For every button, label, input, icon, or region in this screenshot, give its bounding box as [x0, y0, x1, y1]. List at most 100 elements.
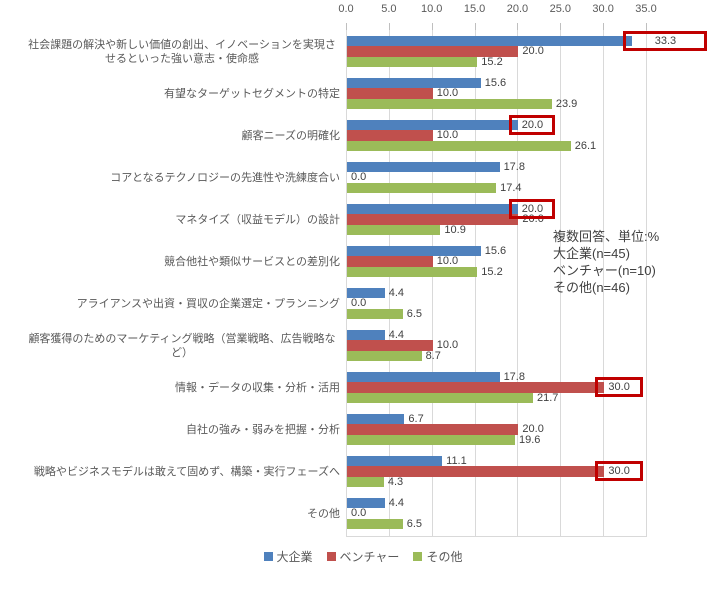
value-label: 10.9: [444, 223, 466, 236]
bar-ベンチャー: [347, 382, 605, 393]
value-label: 21.7: [537, 391, 559, 404]
value-label: 15.2: [481, 265, 503, 278]
value-label: 4.4: [388, 497, 404, 509]
axis-tick-label: 30.0: [592, 3, 614, 15]
value-label: 23.9: [555, 97, 578, 110]
value-label: 19.6: [519, 433, 541, 446]
axis-tick: [560, 23, 562, 30]
value-label: 15.2: [481, 55, 503, 68]
bar-その他: [347, 182, 497, 193]
bar-大企業: [347, 498, 385, 509]
value-label: 11.1: [446, 455, 467, 467]
bar-その他: [347, 476, 384, 487]
value-label: 0.0: [351, 297, 367, 310]
value-label: 10.0: [436, 87, 459, 100]
value-label: 8.7: [425, 349, 441, 362]
axis-tick: [646, 23, 647, 30]
chart-legend: 大企業 ベンチャー その他: [0, 548, 726, 565]
chart-annotation: 複数回答、単位:% 大企業(n=45) ベンチャー(n=10) その他(n=46): [553, 228, 659, 296]
category-label-text: その他: [307, 507, 340, 520]
value-label: 20.0: [522, 45, 544, 58]
category-label: その他: [24, 492, 340, 535]
bar-大企業: [347, 372, 500, 383]
axis-tick: [346, 23, 347, 30]
value-label: 15.6: [484, 245, 507, 257]
category-label: コアとなるテクノロジーの先進性や洗練度合い: [24, 156, 340, 199]
value-label: 20.0: [522, 423, 544, 436]
category-label: 自社の強み・弱みを把握・分析: [24, 408, 340, 451]
legend-item: その他: [413, 548, 462, 565]
highlight-box: 20.0: [509, 115, 556, 135]
highlight-box: 33.3: [623, 31, 708, 51]
annotation-line: ベンチャー(n=10): [553, 263, 656, 278]
gridline: [603, 30, 605, 536]
category-label-text: 顧客ニーズの明確化: [241, 129, 340, 142]
axis-tick-label: 5.0: [381, 3, 397, 15]
value-label: 17.4: [500, 181, 522, 194]
value-label: 10.0: [436, 339, 459, 352]
bar-大企業: [347, 36, 633, 47]
axis-tick: [603, 23, 605, 30]
value-label: 6.7: [408, 413, 424, 425]
axis-tick: [517, 23, 519, 30]
legend-swatch-icon: [263, 552, 273, 561]
gridline: [517, 30, 519, 536]
highlight-box: 30.0: [595, 377, 644, 398]
category-label: 顧客獲得のためのマーケティング戦略（営業戦略、広告戦略など）: [24, 324, 340, 367]
axis-tick-label: 0.0: [338, 3, 354, 15]
bar-大企業: [347, 120, 519, 131]
category-label-text: 顧客獲得のためのマーケティング戦略（営業戦略、広告戦略など）: [28, 332, 336, 359]
bar-ベンチャー: [347, 256, 433, 267]
axis-line: [346, 536, 647, 537]
axis-tick: [431, 23, 433, 30]
legend-label: ベンチャー: [339, 550, 400, 564]
bar-その他: [347, 56, 478, 67]
gridline: [474, 30, 476, 536]
value-label: 0.0: [351, 171, 367, 184]
value-label: 26.1: [574, 139, 597, 152]
category-label-text: 社会課題の解決や新しい価値の創出、イノベーションを実現させるといった強い意志・使…: [28, 38, 336, 65]
category-label: 競合他社や類似サービスとの差別化: [24, 240, 340, 283]
bar-その他: [347, 98, 552, 109]
bar-ベンチャー: [347, 130, 433, 141]
gridline: [646, 30, 647, 536]
legend-item: 大企業: [263, 548, 313, 565]
value-label: 10.0: [436, 255, 459, 268]
bar-その他: [347, 140, 571, 151]
gridline: [346, 30, 347, 536]
value-label: 15.6: [484, 77, 507, 89]
category-label: 戦略やビジネスモデルは敢えて固めず、構築・実行フェーズへ: [24, 450, 340, 493]
bar-その他: [347, 350, 422, 361]
bar-大企業: [347, 330, 385, 341]
gridline: [388, 30, 390, 536]
annotation-line: 大企業(n=45): [553, 246, 630, 261]
bar-大企業: [347, 288, 385, 299]
annotation-line: 複数回答、単位:%: [553, 229, 660, 244]
value-label: 0.0: [351, 507, 367, 520]
axis-tick: [474, 23, 476, 30]
bar-その他: [347, 308, 403, 319]
category-label: アライアンスや出資・買収の企業選定・プランニング: [24, 282, 340, 325]
bar-大企業: [347, 162, 500, 173]
axis-tick-label: 15.0: [463, 3, 486, 15]
axis-tick-label: 20.0: [506, 3, 529, 15]
bar-その他: [347, 434, 515, 445]
bar-ベンチャー: [347, 46, 519, 57]
value-label: 6.5: [406, 307, 422, 320]
category-label-text: コアとなるテクノロジーの先進性や洗練度合い: [110, 171, 340, 184]
legend-label: その他: [426, 550, 463, 564]
value-label: 17.8: [503, 161, 525, 173]
value-label: 17.8: [503, 371, 525, 383]
bar-ベンチャー: [347, 340, 433, 351]
value-label: 4.3: [387, 475, 404, 488]
axis-tick-label: 25.0: [549, 3, 571, 15]
category-label-text: 情報・データの収集・分析・活用: [175, 381, 340, 394]
value-label: 10.0: [436, 129, 459, 142]
category-label: 有望なターゲットセグメントの特定: [24, 72, 340, 115]
bar-その他: [347, 266, 478, 277]
category-label-text: 競合他社や類似サービスとの差別化: [164, 255, 340, 268]
bar-ベンチャー: [347, 424, 519, 435]
axis-tick-label: 35.0: [635, 3, 657, 15]
bar-大企業: [347, 78, 481, 89]
